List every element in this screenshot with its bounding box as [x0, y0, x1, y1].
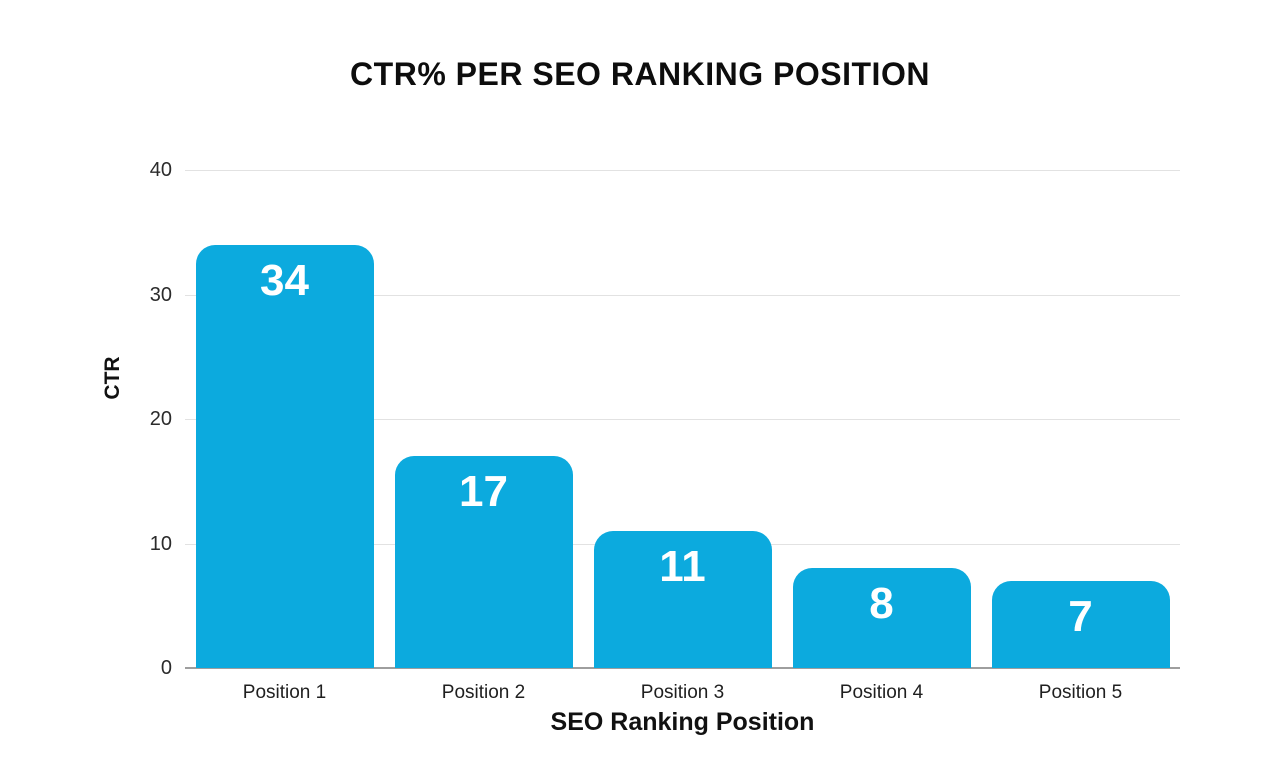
x-tick-label-position-3: Position 3	[640, 682, 725, 703]
bar-value-label: 7	[1068, 591, 1093, 641]
y-tick-label-30: 30	[149, 283, 172, 306]
gridline-20	[185, 419, 1180, 420]
x-tick-label-position-4: Position 4	[839, 682, 924, 703]
bar-value-label: 34	[260, 255, 309, 305]
y-tick-label-20: 20	[149, 408, 172, 430]
y-tick-label-0: 0	[160, 657, 172, 679]
gridline-40	[185, 170, 1180, 171]
bar-value-label: 17	[459, 467, 508, 517]
y-tick-label-10: 10	[149, 532, 172, 555]
y-tick-label-40: 40	[149, 159, 172, 181]
chart-title: CTR% PER SEO RANKING POSITION	[350, 56, 930, 92]
bar-position-1: 34	[195, 244, 374, 668]
x-tick-label-position-2: Position 2	[441, 682, 526, 703]
gridline-30	[185, 294, 1180, 296]
bar-value-label: 11	[659, 542, 706, 592]
x-axis-label: SEO Ranking Position	[550, 708, 815, 736]
bar-position-3: 11	[593, 531, 772, 668]
bar-position-5: 7	[991, 580, 1170, 668]
x-tick-label-position-1: Position 1	[242, 682, 327, 703]
bar-position-2: 17	[394, 456, 573, 668]
x-axis-line	[185, 667, 1180, 669]
bar-position-4: 8	[792, 568, 971, 668]
x-tick-label-position-5: Position 5	[1038, 682, 1123, 703]
y-axis-label: CTR	[101, 356, 124, 400]
plot-area: 34 17 11 8 7	[185, 170, 1180, 669]
bar-value-label: 8	[869, 579, 894, 629]
